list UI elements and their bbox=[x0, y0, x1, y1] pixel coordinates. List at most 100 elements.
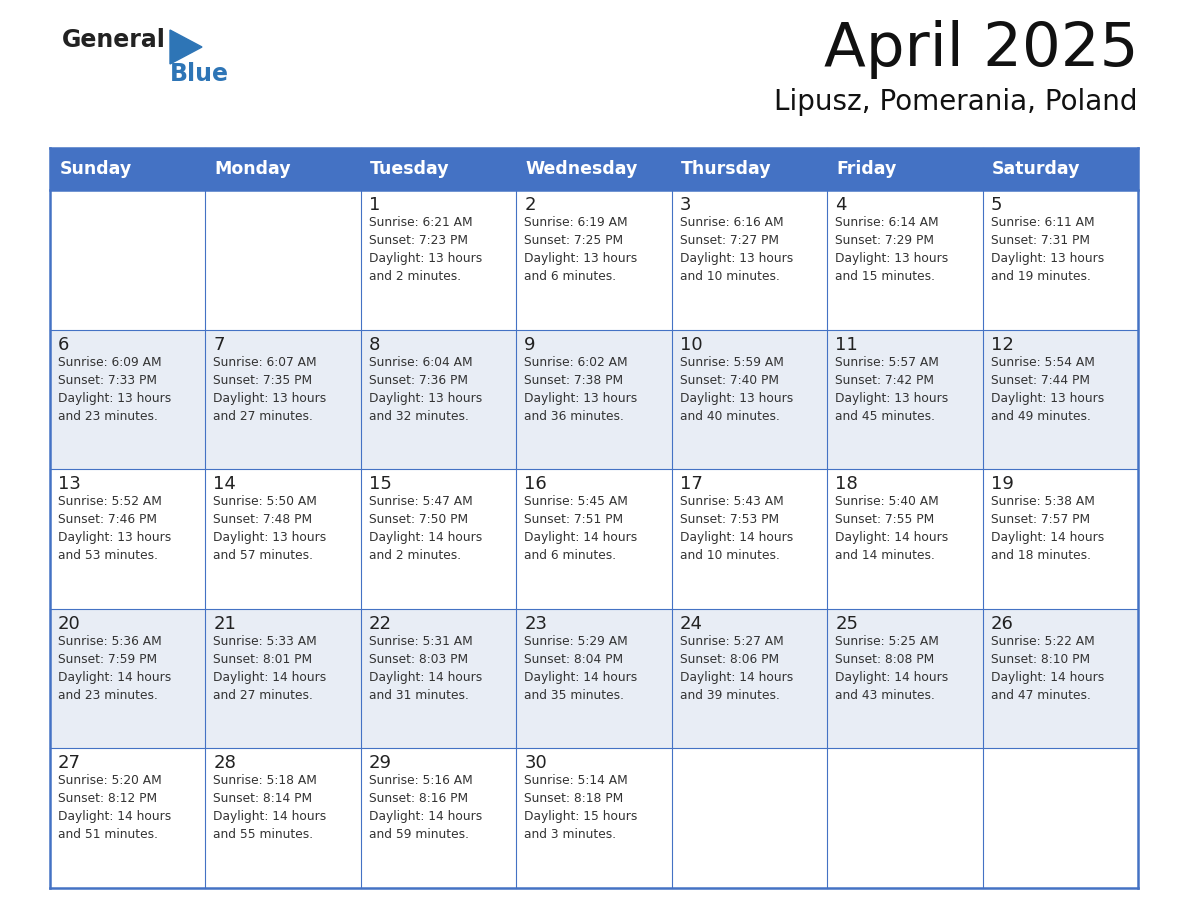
Text: 14: 14 bbox=[214, 476, 236, 493]
Bar bbox=[827, 609, 982, 748]
Text: Sunrise: 5:31 AM
Sunset: 8:03 PM
Daylight: 14 hours
and 31 minutes.: Sunrise: 5:31 AM Sunset: 8:03 PM Dayligh… bbox=[368, 635, 482, 701]
Text: 22: 22 bbox=[368, 615, 392, 633]
Text: 6: 6 bbox=[58, 336, 69, 353]
Bar bbox=[671, 148, 827, 190]
Text: Sunrise: 5:47 AM
Sunset: 7:50 PM
Daylight: 14 hours
and 2 minutes.: Sunrise: 5:47 AM Sunset: 7:50 PM Dayligh… bbox=[368, 495, 482, 562]
Bar bbox=[827, 469, 982, 609]
Bar bbox=[827, 148, 982, 190]
Bar bbox=[50, 148, 206, 190]
Bar bbox=[982, 748, 1138, 888]
Text: Tuesday: Tuesday bbox=[371, 160, 450, 178]
Text: Sunrise: 5:45 AM
Sunset: 7:51 PM
Daylight: 14 hours
and 6 minutes.: Sunrise: 5:45 AM Sunset: 7:51 PM Dayligh… bbox=[524, 495, 638, 562]
Text: Thursday: Thursday bbox=[681, 160, 772, 178]
Bar bbox=[361, 469, 517, 609]
Text: 25: 25 bbox=[835, 615, 858, 633]
Bar bbox=[827, 190, 982, 330]
Text: Sunrise: 5:27 AM
Sunset: 8:06 PM
Daylight: 14 hours
and 39 minutes.: Sunrise: 5:27 AM Sunset: 8:06 PM Dayligh… bbox=[680, 635, 792, 701]
Text: 12: 12 bbox=[991, 336, 1013, 353]
Text: Sunrise: 5:40 AM
Sunset: 7:55 PM
Daylight: 14 hours
and 14 minutes.: Sunrise: 5:40 AM Sunset: 7:55 PM Dayligh… bbox=[835, 495, 948, 562]
Text: 4: 4 bbox=[835, 196, 847, 214]
Bar bbox=[206, 609, 361, 748]
Bar bbox=[206, 469, 361, 609]
Text: 11: 11 bbox=[835, 336, 858, 353]
Bar bbox=[50, 330, 206, 469]
Text: 16: 16 bbox=[524, 476, 546, 493]
Text: 5: 5 bbox=[991, 196, 1001, 214]
Text: April 2025: April 2025 bbox=[823, 20, 1138, 79]
Bar bbox=[361, 330, 517, 469]
Text: 23: 23 bbox=[524, 615, 548, 633]
Text: 17: 17 bbox=[680, 476, 702, 493]
Text: Sunrise: 5:36 AM
Sunset: 7:59 PM
Daylight: 14 hours
and 23 minutes.: Sunrise: 5:36 AM Sunset: 7:59 PM Dayligh… bbox=[58, 635, 171, 701]
Bar bbox=[982, 469, 1138, 609]
Text: Sunrise: 5:57 AM
Sunset: 7:42 PM
Daylight: 13 hours
and 45 minutes.: Sunrise: 5:57 AM Sunset: 7:42 PM Dayligh… bbox=[835, 355, 948, 422]
Text: Sunrise: 5:38 AM
Sunset: 7:57 PM
Daylight: 14 hours
and 18 minutes.: Sunrise: 5:38 AM Sunset: 7:57 PM Dayligh… bbox=[991, 495, 1104, 562]
Bar bbox=[982, 330, 1138, 469]
Text: 7: 7 bbox=[214, 336, 225, 353]
Text: 2: 2 bbox=[524, 196, 536, 214]
Text: Sunrise: 6:16 AM
Sunset: 7:27 PM
Daylight: 13 hours
and 10 minutes.: Sunrise: 6:16 AM Sunset: 7:27 PM Dayligh… bbox=[680, 216, 792, 283]
Bar bbox=[827, 748, 982, 888]
Bar bbox=[671, 190, 827, 330]
Text: Sunrise: 6:19 AM
Sunset: 7:25 PM
Daylight: 13 hours
and 6 minutes.: Sunrise: 6:19 AM Sunset: 7:25 PM Dayligh… bbox=[524, 216, 638, 283]
Text: Blue: Blue bbox=[170, 62, 229, 86]
Text: 30: 30 bbox=[524, 755, 546, 772]
Text: Friday: Friday bbox=[836, 160, 897, 178]
Bar bbox=[671, 609, 827, 748]
Text: 18: 18 bbox=[835, 476, 858, 493]
Bar bbox=[982, 190, 1138, 330]
Text: Sunrise: 5:59 AM
Sunset: 7:40 PM
Daylight: 13 hours
and 40 minutes.: Sunrise: 5:59 AM Sunset: 7:40 PM Dayligh… bbox=[680, 355, 792, 422]
Text: Sunrise: 5:20 AM
Sunset: 8:12 PM
Daylight: 14 hours
and 51 minutes.: Sunrise: 5:20 AM Sunset: 8:12 PM Dayligh… bbox=[58, 775, 171, 842]
Text: 27: 27 bbox=[58, 755, 81, 772]
Text: Sunrise: 6:09 AM
Sunset: 7:33 PM
Daylight: 13 hours
and 23 minutes.: Sunrise: 6:09 AM Sunset: 7:33 PM Dayligh… bbox=[58, 355, 171, 422]
Text: 24: 24 bbox=[680, 615, 703, 633]
Text: Sunrise: 6:02 AM
Sunset: 7:38 PM
Daylight: 13 hours
and 36 minutes.: Sunrise: 6:02 AM Sunset: 7:38 PM Dayligh… bbox=[524, 355, 638, 422]
Bar bbox=[671, 469, 827, 609]
Text: 1: 1 bbox=[368, 196, 380, 214]
Bar bbox=[982, 148, 1138, 190]
Text: Sunrise: 5:43 AM
Sunset: 7:53 PM
Daylight: 14 hours
and 10 minutes.: Sunrise: 5:43 AM Sunset: 7:53 PM Dayligh… bbox=[680, 495, 792, 562]
Bar bbox=[361, 190, 517, 330]
Text: Sunrise: 5:18 AM
Sunset: 8:14 PM
Daylight: 14 hours
and 55 minutes.: Sunrise: 5:18 AM Sunset: 8:14 PM Dayligh… bbox=[214, 775, 327, 842]
Bar bbox=[982, 609, 1138, 748]
Bar bbox=[206, 190, 361, 330]
Bar bbox=[517, 609, 671, 748]
Text: Sunrise: 5:22 AM
Sunset: 8:10 PM
Daylight: 14 hours
and 47 minutes.: Sunrise: 5:22 AM Sunset: 8:10 PM Dayligh… bbox=[991, 635, 1104, 701]
Text: 3: 3 bbox=[680, 196, 691, 214]
Text: Sunrise: 5:33 AM
Sunset: 8:01 PM
Daylight: 14 hours
and 27 minutes.: Sunrise: 5:33 AM Sunset: 8:01 PM Dayligh… bbox=[214, 635, 327, 701]
Bar bbox=[361, 748, 517, 888]
Text: 28: 28 bbox=[214, 755, 236, 772]
Text: Saturday: Saturday bbox=[992, 160, 1080, 178]
Text: Monday: Monday bbox=[215, 160, 291, 178]
Bar bbox=[50, 748, 206, 888]
Text: 29: 29 bbox=[368, 755, 392, 772]
Bar bbox=[671, 748, 827, 888]
Text: 9: 9 bbox=[524, 336, 536, 353]
Text: Sunrise: 6:04 AM
Sunset: 7:36 PM
Daylight: 13 hours
and 32 minutes.: Sunrise: 6:04 AM Sunset: 7:36 PM Dayligh… bbox=[368, 355, 482, 422]
Bar bbox=[517, 330, 671, 469]
Text: Sunrise: 6:14 AM
Sunset: 7:29 PM
Daylight: 13 hours
and 15 minutes.: Sunrise: 6:14 AM Sunset: 7:29 PM Dayligh… bbox=[835, 216, 948, 283]
Text: 26: 26 bbox=[991, 615, 1013, 633]
Text: 21: 21 bbox=[214, 615, 236, 633]
Bar bbox=[517, 148, 671, 190]
Text: Sunrise: 6:21 AM
Sunset: 7:23 PM
Daylight: 13 hours
and 2 minutes.: Sunrise: 6:21 AM Sunset: 7:23 PM Dayligh… bbox=[368, 216, 482, 283]
Text: 19: 19 bbox=[991, 476, 1013, 493]
Text: Sunrise: 5:54 AM
Sunset: 7:44 PM
Daylight: 13 hours
and 49 minutes.: Sunrise: 5:54 AM Sunset: 7:44 PM Dayligh… bbox=[991, 355, 1104, 422]
Text: Sunrise: 5:50 AM
Sunset: 7:48 PM
Daylight: 13 hours
and 57 minutes.: Sunrise: 5:50 AM Sunset: 7:48 PM Dayligh… bbox=[214, 495, 327, 562]
Bar bbox=[517, 469, 671, 609]
Bar bbox=[206, 330, 361, 469]
Bar bbox=[50, 609, 206, 748]
Bar bbox=[206, 148, 361, 190]
Bar bbox=[517, 190, 671, 330]
Text: 13: 13 bbox=[58, 476, 81, 493]
Text: 8: 8 bbox=[368, 336, 380, 353]
Text: 15: 15 bbox=[368, 476, 392, 493]
Text: Sunrise: 5:25 AM
Sunset: 8:08 PM
Daylight: 14 hours
and 43 minutes.: Sunrise: 5:25 AM Sunset: 8:08 PM Dayligh… bbox=[835, 635, 948, 701]
Bar bbox=[206, 748, 361, 888]
Bar bbox=[827, 330, 982, 469]
Bar bbox=[361, 148, 517, 190]
Text: 10: 10 bbox=[680, 336, 702, 353]
Text: Sunrise: 6:07 AM
Sunset: 7:35 PM
Daylight: 13 hours
and 27 minutes.: Sunrise: 6:07 AM Sunset: 7:35 PM Dayligh… bbox=[214, 355, 327, 422]
Text: 20: 20 bbox=[58, 615, 81, 633]
Bar bbox=[671, 330, 827, 469]
